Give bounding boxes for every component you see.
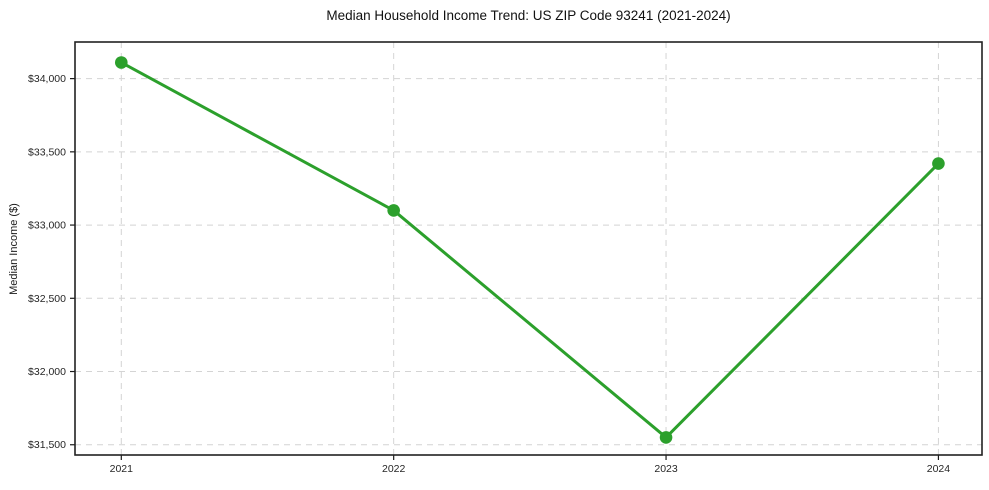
chart-title: Median Household Income Trend: US ZIP Co… (326, 8, 731, 23)
x-tick-label: 2022 (382, 463, 406, 475)
data-point-marker (115, 56, 128, 69)
x-tick-label: 2021 (110, 463, 134, 475)
y-tick-label: $34,000 (28, 73, 66, 85)
y-tick-label: $32,500 (28, 293, 66, 305)
data-point-marker (932, 157, 945, 170)
y-tick-label: $33,500 (28, 146, 66, 158)
data-point-marker (659, 431, 673, 444)
y-tick-label: $31,500 (28, 439, 66, 451)
x-tick-label: 2024 (927, 463, 951, 475)
x-tick-label: 2023 (654, 463, 678, 475)
y-tick-label: $33,000 (28, 220, 66, 232)
data-line (119, 61, 940, 439)
plot-spines (74, 41, 983, 456)
data-point-marker (387, 204, 400, 217)
y-tick-label: $32,000 (28, 366, 66, 378)
